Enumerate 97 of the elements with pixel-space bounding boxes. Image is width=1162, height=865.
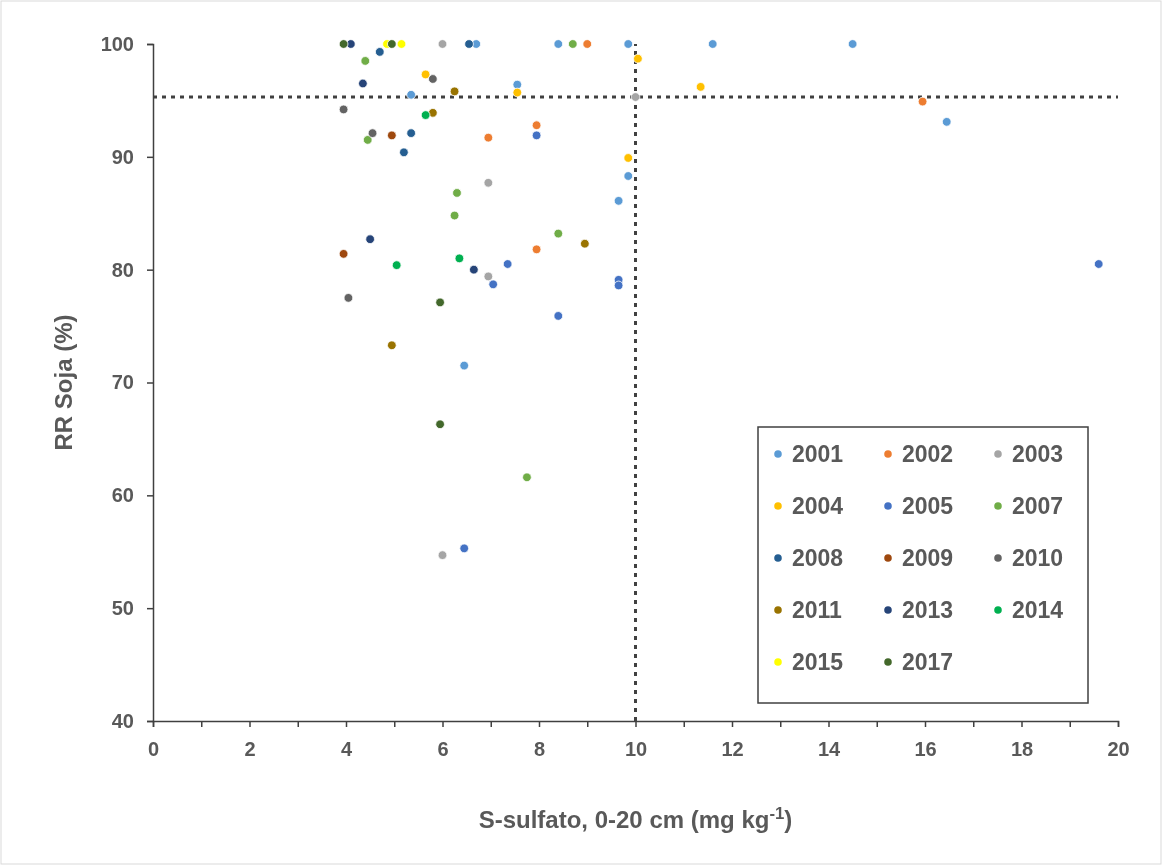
point — [367, 128, 378, 138]
point — [531, 130, 542, 141]
point — [343, 293, 354, 303]
point — [437, 550, 448, 560]
point — [707, 39, 718, 49]
legend-label: 2010 — [1012, 545, 1064, 571]
point — [469, 264, 479, 275]
point — [459, 360, 469, 371]
x-axis-title: S-sulfato, 0-20 cm (mg kg$^{-1}$) — [478, 803, 793, 833]
legend-label: 2003 — [1012, 441, 1064, 467]
point — [695, 82, 706, 92]
x-tick-label: 4 — [340, 738, 353, 760]
point — [512, 79, 523, 90]
point — [630, 92, 641, 102]
legend-label: 2002 — [902, 441, 954, 467]
point — [633, 53, 643, 64]
y-tick-label: 60 — [111, 484, 134, 507]
x-tick-label: 12 — [721, 738, 744, 760]
point — [338, 249, 349, 259]
point — [941, 117, 952, 127]
y-tick-label: 50 — [111, 597, 134, 620]
point — [362, 135, 373, 145]
x-tick-label: 16 — [914, 738, 937, 760]
legend-label: 2008 — [792, 545, 844, 571]
y-axis-title: RR Soja (%) — [50, 314, 77, 451]
legend-label: 2017 — [902, 649, 954, 675]
point — [391, 260, 402, 270]
point — [399, 147, 409, 158]
legend-label: 2005 — [902, 493, 954, 519]
point — [613, 196, 624, 206]
point — [483, 271, 494, 282]
point — [502, 259, 513, 269]
y-tick-label: 80 — [111, 258, 134, 281]
point — [531, 244, 542, 255]
point — [435, 419, 445, 430]
point — [338, 39, 349, 49]
point — [623, 153, 634, 163]
point — [396, 39, 407, 49]
point — [568, 39, 578, 49]
legend-label: 2015 — [792, 649, 844, 675]
point — [428, 74, 438, 84]
point — [435, 297, 445, 308]
point — [387, 39, 397, 49]
point — [917, 96, 928, 107]
point — [582, 39, 593, 49]
x-tick-label: 20 — [1107, 738, 1130, 760]
point — [847, 39, 858, 49]
point — [449, 86, 460, 97]
point — [553, 311, 564, 321]
y-tick-label: 90 — [111, 145, 134, 168]
point — [387, 130, 397, 141]
point — [360, 56, 371, 66]
point — [420, 110, 431, 120]
point — [437, 39, 448, 49]
point — [553, 39, 564, 49]
y-tick-label: 70 — [111, 371, 134, 394]
legend-label: 2014 — [1012, 597, 1064, 623]
x-tick-label: 0 — [147, 738, 160, 760]
point — [358, 78, 368, 89]
legend-label: 2001 — [792, 441, 844, 467]
point — [483, 178, 494, 188]
point — [531, 120, 542, 130]
point — [375, 47, 385, 57]
point — [406, 90, 416, 100]
point — [613, 280, 624, 291]
point — [1093, 259, 1104, 269]
legend-label: 2013 — [902, 597, 954, 623]
y-tick-label: 100 — [100, 32, 134, 55]
point — [553, 228, 564, 239]
point — [452, 188, 462, 198]
x-tick-label: 10 — [624, 738, 648, 760]
x-tick-label: 14 — [817, 738, 841, 760]
point — [406, 128, 416, 138]
point — [459, 543, 469, 554]
x-tick-label: 6 — [437, 738, 449, 760]
point — [580, 238, 590, 249]
point — [420, 69, 431, 80]
y-tick-label: 40 — [111, 709, 134, 732]
legend-label: 2011 — [792, 597, 843, 623]
legend-label: 2007 — [1012, 493, 1064, 519]
x-tick-label: 18 — [1010, 738, 1034, 760]
point — [522, 472, 532, 483]
x-tick-label: 2 — [244, 738, 256, 760]
point — [365, 234, 375, 244]
point — [464, 39, 474, 49]
legend-label: 2004 — [792, 493, 844, 519]
legend-label: 2009 — [902, 545, 954, 571]
point — [338, 104, 349, 115]
point — [449, 210, 460, 221]
point — [512, 87, 523, 98]
point — [488, 279, 498, 290]
point — [454, 253, 465, 264]
point — [387, 340, 397, 351]
x-tick-label: 8 — [533, 738, 546, 760]
point — [483, 132, 494, 143]
point — [623, 39, 634, 49]
point — [623, 171, 634, 181]
